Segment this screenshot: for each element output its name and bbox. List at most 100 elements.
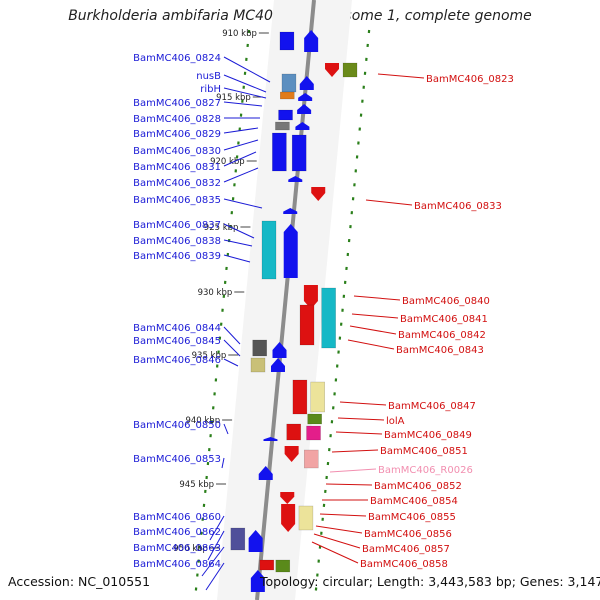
gene-feature-forward (283, 224, 298, 278)
forward-gene-label: BamMC406_0824 (133, 53, 221, 64)
forward-gene-leader (223, 56, 271, 83)
gene-feature-forward (298, 93, 313, 101)
genome-summary-text: Topology: circular; Length: 3,443,583 bp… (260, 574, 600, 589)
reverse-gene-leader (353, 295, 401, 301)
gene-feature (298, 505, 314, 531)
gene-feature-forward (270, 358, 285, 372)
gene-feature (286, 423, 301, 441)
gene-feature (275, 559, 291, 573)
reverse-gene-leader (335, 431, 383, 435)
gene-feature-forward (304, 30, 319, 52)
scale-tick-label: 940 kbp (185, 416, 220, 426)
scale-tick-label: 925 kbp (204, 223, 239, 233)
gene-feature (279, 31, 295, 51)
reverse-gene-label: BamMC406_0823 (426, 74, 514, 85)
gene-feature-forward (250, 570, 265, 592)
forward-gene-label: BamMC406_0846 (133, 355, 221, 366)
inner-guide-ring (193, 29, 251, 600)
reverse-gene-label: BamMC406_0855 (368, 512, 456, 523)
reverse-gene-leader (377, 73, 425, 79)
gene-feature (230, 527, 246, 551)
forward-gene-leader (223, 101, 263, 107)
gene-feature (281, 73, 297, 93)
gene-feature-reverse (311, 187, 326, 201)
reverse-gene-label: BamMC406_0854 (370, 496, 458, 507)
gene-feature (278, 109, 293, 121)
reverse-gene-leader (347, 339, 395, 350)
forward-gene-label: nusB (196, 71, 221, 82)
feature-layer (230, 30, 358, 592)
forward-gene-leader (223, 358, 239, 367)
reverse-gene-leader (331, 449, 379, 453)
forward-gene-leader (223, 198, 263, 209)
gene-feature (292, 379, 308, 415)
reverse-gene-label: lolA (386, 416, 405, 427)
gene-feature-reverse (303, 285, 318, 309)
forward-gene-label: BamMC406_0845 (133, 336, 221, 347)
gene-feature (342, 62, 358, 78)
label-layer: BamMC406_0824 nusB ribH BamMC406_0827 BamMC4… (133, 53, 514, 591)
reverse-gene-leader (315, 525, 363, 534)
forward-gene-label: BamMC406_0853 (133, 454, 221, 465)
gene-feature (280, 91, 295, 100)
accession-text: Accession: NC_010551 (8, 574, 151, 589)
forward-gene-leader (223, 151, 257, 167)
forward-gene-label: BamMC406_0837 (133, 220, 221, 231)
forward-gene-leader (223, 139, 259, 151)
reverse-gene-leader (349, 325, 397, 335)
scale-tick-label: 915 kbp (216, 93, 251, 103)
reverse-gene-leader (337, 417, 385, 421)
reverse-gene-label: BamMC406_R0026 (378, 465, 473, 476)
forward-gene-leader (223, 74, 267, 93)
forward-gene-label: BamMC406_0850 (133, 420, 221, 431)
reverse-gene-leader (311, 541, 359, 564)
reverse-gene-label: BamMC406_0852 (374, 481, 462, 492)
reverse-gene-label: BamMC406_0856 (364, 529, 452, 540)
reverse-gene-leader (319, 513, 367, 517)
forward-gene-leader (223, 239, 253, 247)
reverse-gene-label: BamMC406_0843 (396, 345, 484, 356)
gene-feature (250, 357, 266, 373)
forward-gene-leader (223, 423, 229, 435)
forward-gene-leader (201, 546, 225, 577)
forward-gene-label: BamMC406_0839 (133, 251, 221, 262)
forward-gene-label: BamMC406_0862 (133, 527, 221, 538)
gene-feature-reverse (325, 63, 340, 77)
forward-gene-label: BamMC406_0860 (133, 512, 221, 523)
gene-feature (299, 304, 315, 346)
gene-feature-forward (248, 530, 263, 552)
forward-gene-leader (221, 457, 225, 469)
forward-gene-leader (223, 254, 251, 263)
forward-gene-label: BamMC406_0863 (133, 543, 221, 554)
reverse-gene-label: BamMC406_0840 (402, 296, 490, 307)
gene-feature (259, 559, 275, 571)
gene-feature (304, 449, 319, 469)
forward-gene-leader (207, 530, 225, 561)
outer-guide-ring (313, 29, 371, 600)
reverse-gene-label: BamMC406_0847 (388, 401, 476, 412)
gene-feature (310, 381, 325, 413)
reverse-gene-leader (325, 483, 373, 486)
reverse-gene-label: BamMC406_0833 (414, 201, 502, 212)
gene-feature-forward (297, 104, 312, 114)
gene-feature-reverse (284, 446, 299, 462)
forward-gene-label: BamMC406_0827 (133, 98, 221, 109)
forward-gene-leader (209, 515, 225, 541)
reverse-gene-label: BamMC406_0857 (362, 544, 450, 555)
gene-feature (307, 413, 322, 425)
gene-feature-forward (272, 342, 287, 358)
forward-gene-label: ribH (200, 84, 221, 95)
reverse-gene-label: BamMC406_0842 (398, 330, 486, 341)
scale-tick-label: 930 kbp (198, 288, 233, 298)
gene-feature-forward (288, 176, 303, 182)
forward-gene-label: BamMC406_0832 (133, 178, 221, 189)
forward-gene-leader (223, 127, 259, 134)
reverse-gene-label: BamMC406_0858 (360, 559, 448, 570)
forward-gene-label: BamMC406_0829 (133, 129, 221, 140)
gene-feature-forward (283, 208, 298, 214)
gene-feature (275, 121, 290, 131)
reverse-gene-label: BamMC406_0841 (400, 314, 488, 325)
forward-gene-leader (223, 223, 255, 239)
